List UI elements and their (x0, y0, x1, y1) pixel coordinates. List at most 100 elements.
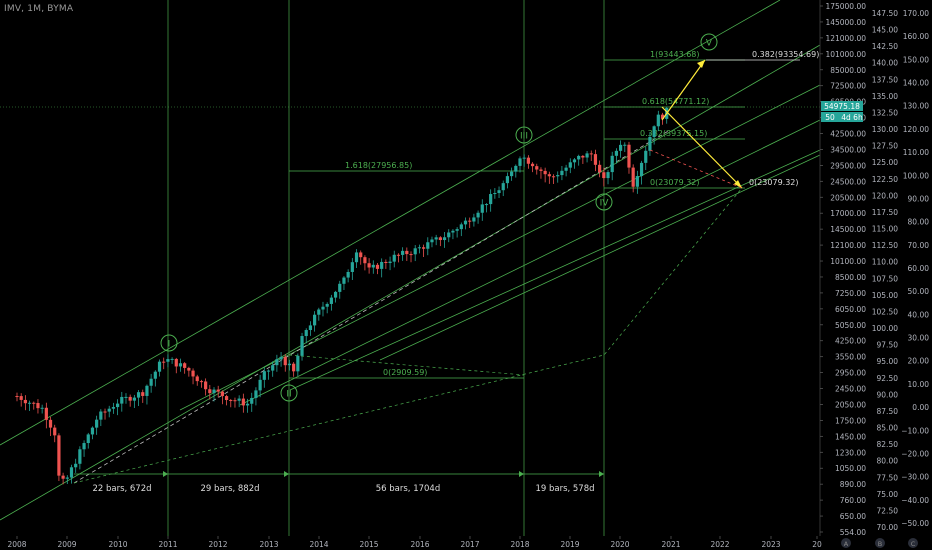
time-axis-label: 2020 (610, 540, 629, 549)
pct-axis-label: 120.00 (903, 125, 929, 134)
candle-body (145, 385, 149, 396)
price-axis-label: 20500.00 (830, 193, 866, 202)
cycle-vertical-lines (167, 0, 605, 536)
candle (57, 433, 61, 481)
fib-axis-label: 110.00 (872, 258, 898, 267)
axis-corner-button-a[interactable]: A (841, 538, 851, 548)
time-axis-label: 2012 (208, 540, 227, 549)
candle-body (619, 144, 623, 151)
candle-body (417, 247, 421, 249)
candle (271, 361, 275, 377)
bar-range-1: 22 bars, 672d (74, 471, 168, 494)
axis-corner-circle[interactable] (875, 538, 885, 548)
candle (124, 393, 128, 404)
candle (510, 167, 514, 181)
bar-range-arrowhead (519, 471, 524, 477)
price-axis-label: 2050.00 (835, 400, 866, 409)
projection-up-arrow (661, 59, 706, 121)
fib-axis-label: 77.50 (877, 473, 899, 482)
time-axis-panel[interactable] (0, 536, 932, 550)
candle (501, 180, 505, 197)
candle-body (132, 397, 136, 401)
price-axis-label: 1750.00 (835, 416, 866, 425)
candle-body (296, 355, 300, 372)
time-axis-label: 2017 (460, 540, 479, 549)
pct-axis-label: 50.00 (908, 287, 930, 296)
candle (178, 358, 183, 372)
dashed-projection-base (73, 187, 743, 484)
fib-axis-label: 120.00 (872, 191, 898, 200)
candle-body (606, 172, 610, 179)
pct-axis-label: 130.00 (903, 102, 929, 111)
candle (627, 141, 631, 174)
candle (380, 258, 384, 278)
candle (489, 189, 493, 212)
candle (136, 390, 141, 407)
axis-corner-letter: A (844, 540, 849, 548)
wave-text: I (168, 340, 171, 350)
candle (321, 301, 325, 317)
wave-circle (280, 384, 298, 402)
candle-body (354, 252, 359, 263)
candle-body (216, 389, 220, 392)
candle (493, 188, 497, 199)
wave-label-2: II (280, 384, 298, 402)
candle-body (442, 237, 447, 241)
candle (245, 398, 250, 413)
axis-corner-letter: C (911, 540, 916, 548)
time-axis-label: 2008 (7, 540, 26, 549)
candle-body (593, 154, 598, 165)
fib-axis-label: 115.00 (872, 225, 898, 234)
candle-body (413, 248, 417, 255)
candle-body (262, 371, 266, 380)
candle (468, 217, 472, 228)
candle-body (392, 254, 396, 262)
candle-body (317, 309, 321, 315)
candle (174, 357, 178, 374)
price-axis-label: 554.00 (840, 528, 866, 537)
candle-body (560, 170, 564, 176)
candle (132, 394, 136, 409)
channel-line-4 (239, 119, 821, 406)
candle (426, 237, 430, 256)
candle-body (438, 237, 442, 241)
candle-body (183, 363, 187, 368)
candle-body (530, 163, 535, 167)
axis-corner-button-b[interactable]: B (875, 538, 885, 548)
candle-body (581, 155, 585, 158)
candle (141, 389, 145, 403)
candle-body (338, 283, 342, 292)
price-axis-label: 42500.00 (830, 130, 866, 139)
candle-body (451, 230, 455, 233)
fib-axis-label: 87.50 (877, 407, 899, 416)
axis-corner-circle[interactable] (908, 538, 918, 548)
candle (480, 199, 484, 221)
candle (522, 154, 526, 167)
candle-body (543, 170, 547, 175)
fib-axis-label: 130.00 (872, 125, 898, 134)
price-axis-label: 3550.00 (835, 353, 866, 362)
candle-body (421, 247, 426, 249)
candle (317, 307, 321, 321)
fib-axis-label: 105.00 (872, 291, 898, 300)
candle (401, 247, 405, 261)
axis-corner-button-c[interactable]: C (908, 538, 918, 548)
pct-axis-label: −50.00 (901, 519, 929, 528)
candle (438, 236, 442, 247)
projection-down-arrowhead (734, 180, 742, 188)
candle (497, 186, 501, 198)
candle (581, 155, 585, 164)
axis-corner-circle[interactable] (841, 538, 851, 548)
candle-body (53, 427, 57, 436)
candle-body (57, 435, 61, 476)
pct-axis-label: −10.00 (901, 426, 929, 435)
fib-level-label: 0.382(39375.15) (640, 129, 707, 138)
candle (153, 370, 157, 387)
projection-up-arrowhead (697, 60, 705, 68)
candle (275, 354, 279, 372)
time-axis-label: 2014 (309, 540, 328, 549)
candle-body (384, 261, 388, 263)
price-axis-panel[interactable] (820, 0, 932, 550)
candle-body (635, 176, 639, 187)
